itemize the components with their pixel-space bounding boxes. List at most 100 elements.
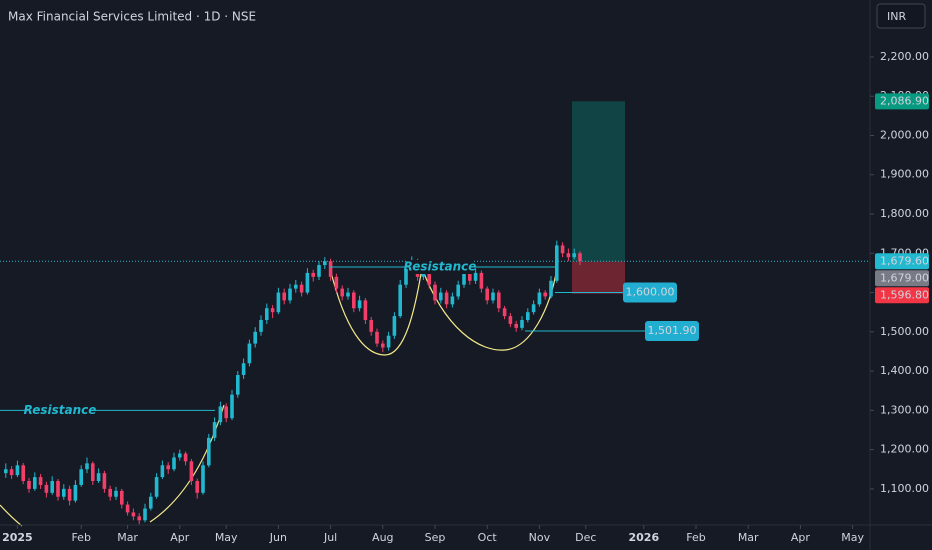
candle-body [96, 473, 101, 482]
candle-body [247, 343, 252, 364]
candle-body [4, 469, 8, 474]
candle-body [120, 490, 124, 505]
candle-body [85, 463, 89, 470]
candle-body [102, 473, 107, 489]
candle-body [427, 268, 431, 285]
x-tick-label: Dec [575, 531, 596, 544]
candle-body [108, 488, 112, 497]
candle-body [236, 375, 240, 395]
candle-body [502, 308, 507, 317]
callout-box [645, 321, 699, 342]
candle-body [38, 477, 43, 485]
x-tick-label: May [215, 531, 238, 544]
candle-body [172, 457, 176, 470]
x-tick-label: Oct [478, 531, 498, 544]
candle-body [346, 292, 350, 297]
candle-body [218, 406, 223, 423]
x-tick-label: Aug [372, 531, 393, 544]
candle-body [67, 488, 72, 501]
candle-body [9, 469, 14, 476]
candle-body [369, 320, 373, 332]
price-tag [875, 253, 929, 270]
candle-body [311, 272, 315, 277]
resistance-label: Resistance [404, 260, 477, 274]
chart-title: Max Financial Services Limited · 1D · NS… [8, 10, 256, 24]
x-tick-label: Mar [117, 531, 138, 544]
y-tick-label: 1,400.00 [880, 364, 929, 377]
candle-body [253, 331, 257, 344]
y-tick-label: 1,300.00 [880, 403, 929, 416]
candle-body [270, 308, 275, 313]
price-tag [875, 270, 929, 287]
candle-body [526, 312, 530, 321]
curve [421, 267, 558, 351]
candle-body [230, 394, 234, 419]
candle-body [294, 284, 298, 289]
y-tick-label: 2,000.00 [880, 128, 929, 141]
candle-body [241, 363, 246, 375]
candle-body [305, 272, 310, 293]
x-tick-label: 2025 [2, 531, 33, 544]
x-tick-label: Nov [529, 531, 551, 544]
candle-body [363, 300, 368, 321]
x-tick-label: Feb [71, 531, 90, 544]
price-tag [875, 287, 929, 304]
candle-body [149, 496, 153, 509]
candle-body [137, 516, 141, 521]
candle-body [62, 488, 66, 497]
x-tick-label: Jul [323, 531, 337, 544]
plot [4, 240, 582, 525]
candle-body [462, 272, 466, 285]
position-layer [0, 101, 870, 294]
currency-box[interactable] [876, 3, 926, 29]
stop-zone [572, 261, 625, 294]
candle-body [178, 453, 182, 458]
candle-body [56, 481, 60, 497]
callout-label: 1,600.00 [626, 286, 675, 299]
y-tick-label: 1,500.00 [880, 325, 929, 338]
candle-body [473, 272, 478, 281]
candle-body [468, 272, 472, 281]
candle-body [572, 253, 576, 258]
curve [329, 267, 423, 356]
price-tag-label: 1,596.80 [880, 288, 929, 301]
candle-body [125, 504, 130, 513]
y-tick-label: 1,900.00 [880, 168, 929, 181]
candle-body [79, 469, 83, 485]
candle-body [334, 276, 339, 289]
candle-body [404, 268, 408, 285]
target-zone [572, 101, 625, 262]
candle-body [259, 320, 263, 332]
y-tick-label: 1,100.00 [880, 482, 929, 495]
candle-body [73, 484, 78, 501]
candle-body [212, 422, 217, 438]
price-tag-label: 1,679.00 [880, 271, 929, 284]
candle-body [91, 463, 95, 482]
candle-body [50, 481, 54, 493]
candle-body [485, 288, 489, 301]
candle-body [154, 477, 159, 497]
candle-body [566, 253, 571, 258]
candle-body [578, 253, 582, 262]
x-tick-label: Mar [738, 531, 759, 544]
candle-body [195, 481, 199, 493]
x-tick-label: Apr [170, 531, 190, 544]
callout-label: 1,501.90 [648, 324, 697, 337]
candle-body [444, 292, 449, 305]
candle-body [276, 292, 281, 313]
candle-body [514, 323, 518, 328]
candle-body [317, 265, 321, 277]
x-tick-label: May [841, 531, 864, 544]
candle-body [114, 490, 118, 497]
candle-body [143, 508, 147, 521]
currency: INR [887, 10, 906, 23]
x-tick-label: Apr [791, 531, 811, 544]
candle-body [433, 284, 437, 301]
candle-body [375, 331, 379, 344]
candle-body [392, 316, 397, 336]
candle-body [340, 288, 344, 297]
x-tick-label: Jun [269, 531, 287, 544]
candle-body [381, 343, 385, 348]
candle-body [386, 335, 391, 348]
